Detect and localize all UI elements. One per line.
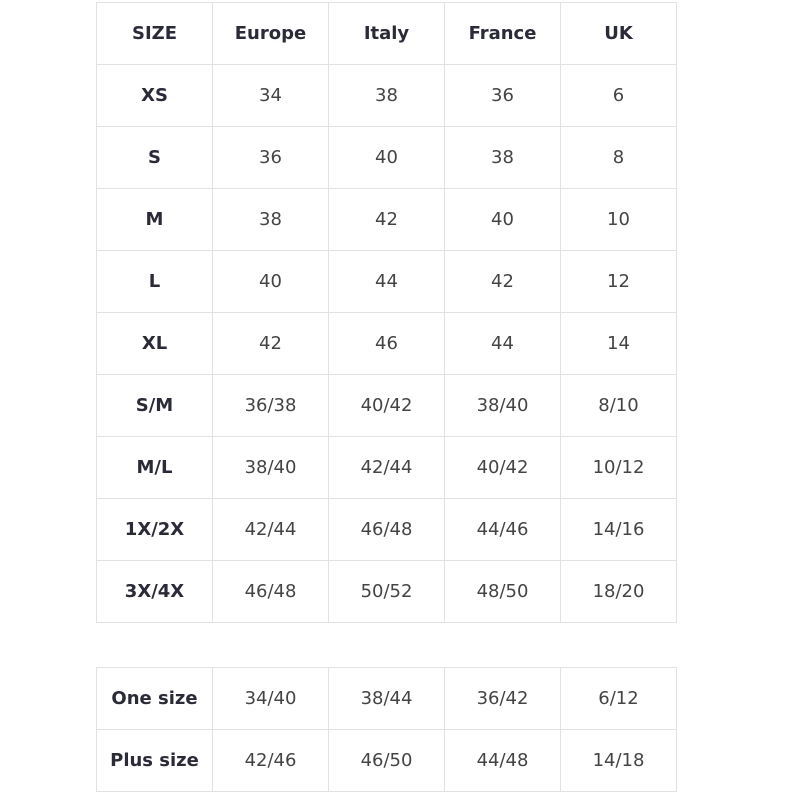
column-header: Italy xyxy=(328,2,445,65)
size-value-cell: 38/44 xyxy=(328,667,445,730)
table-row: M/L 38/40 42/44 40/42 10/12 xyxy=(96,436,677,499)
size-label-cell: XL xyxy=(96,312,213,375)
size-value-cell: 42 xyxy=(444,250,561,313)
size-chart-table: SIZE Europe Italy France UK XS 34 38 36 6 S 36 40 38 8… xyxy=(96,2,677,623)
size-value-cell: 42/44 xyxy=(328,436,445,499)
size-value-cell: 36 xyxy=(444,64,561,127)
size-value-cell: 36/42 xyxy=(444,667,561,730)
column-header: Europe xyxy=(212,2,329,65)
special-size-table: One size 34/40 38/44 36/42 6/12 Plus size 42/4… xyxy=(96,667,677,792)
column-header: UK xyxy=(560,2,677,65)
size-value-cell: 44 xyxy=(444,312,561,375)
size-value-cell: 14 xyxy=(560,312,677,375)
size-value-cell: 40 xyxy=(212,250,329,313)
size-value-cell: 46/48 xyxy=(328,498,445,561)
size-value-cell: 44/46 xyxy=(444,498,561,561)
size-value-cell: 8 xyxy=(560,126,677,189)
table-row: 1X/2X 42/44 46/48 44/46 14/16 xyxy=(96,498,677,561)
table-row: 3X/4X 46/48 50/52 48/50 18/20 xyxy=(96,560,677,623)
size-label-cell: M xyxy=(96,188,213,251)
size-value-cell: 50/52 xyxy=(328,560,445,623)
size-value-cell: 10/12 xyxy=(560,436,677,499)
size-value-cell: 38 xyxy=(212,188,329,251)
table-row: Plus size 42/46 46/50 44/48 14/18 xyxy=(96,729,677,792)
size-value-cell: 42/44 xyxy=(212,498,329,561)
size-value-cell: 38/40 xyxy=(212,436,329,499)
size-value-cell: 40/42 xyxy=(444,436,561,499)
size-value-cell: 42 xyxy=(328,188,445,251)
size-value-cell: 38/40 xyxy=(444,374,561,437)
header-row: SIZE Europe Italy France UK xyxy=(96,2,677,65)
column-header: SIZE xyxy=(96,2,213,65)
size-value-cell: 46/50 xyxy=(328,729,445,792)
size-value-cell: 46 xyxy=(328,312,445,375)
size-value-cell: 40/42 xyxy=(328,374,445,437)
table-row: S 36 40 38 8 xyxy=(96,126,677,189)
size-label-cell: M/L xyxy=(96,436,213,499)
size-label-cell: S xyxy=(96,126,213,189)
size-value-cell: 44/48 xyxy=(444,729,561,792)
column-header: France xyxy=(444,2,561,65)
size-value-cell: 48/50 xyxy=(444,560,561,623)
size-label-cell: L xyxy=(96,250,213,313)
table-row: L 40 44 42 12 xyxy=(96,250,677,313)
size-value-cell: 8/10 xyxy=(560,374,677,437)
size-value-cell: 42/46 xyxy=(212,729,329,792)
size-value-cell: 34 xyxy=(212,64,329,127)
size-value-cell: 6/12 xyxy=(560,667,677,730)
size-value-cell: 10 xyxy=(560,188,677,251)
size-value-cell: 40 xyxy=(444,188,561,251)
table-row: XL 42 46 44 14 xyxy=(96,312,677,375)
size-value-cell: 6 xyxy=(560,64,677,127)
table-row: S/M 36/38 40/42 38/40 8/10 xyxy=(96,374,677,437)
size-value-cell: 36 xyxy=(212,126,329,189)
table-row: One size 34/40 38/44 36/42 6/12 xyxy=(96,667,677,730)
size-label-cell: One size xyxy=(96,667,213,730)
size-value-cell: 14/18 xyxy=(560,729,677,792)
size-value-cell: 12 xyxy=(560,250,677,313)
table-row: M 38 42 40 10 xyxy=(96,188,677,251)
size-label-cell: XS xyxy=(96,64,213,127)
size-label-cell: S/M xyxy=(96,374,213,437)
size-value-cell: 46/48 xyxy=(212,560,329,623)
size-value-cell: 36/38 xyxy=(212,374,329,437)
size-value-cell: 42 xyxy=(212,312,329,375)
size-value-cell: 38 xyxy=(444,126,561,189)
size-value-cell: 44 xyxy=(328,250,445,313)
size-label-cell: 1X/2X xyxy=(96,498,213,561)
size-value-cell: 38 xyxy=(328,64,445,127)
size-value-cell: 14/16 xyxy=(560,498,677,561)
size-label-cell: 3X/4X xyxy=(96,560,213,623)
size-label-cell: Plus size xyxy=(96,729,213,792)
table-row: XS 34 38 36 6 xyxy=(96,64,677,127)
size-value-cell: 18/20 xyxy=(560,560,677,623)
size-value-cell: 34/40 xyxy=(212,667,329,730)
size-value-cell: 40 xyxy=(328,126,445,189)
